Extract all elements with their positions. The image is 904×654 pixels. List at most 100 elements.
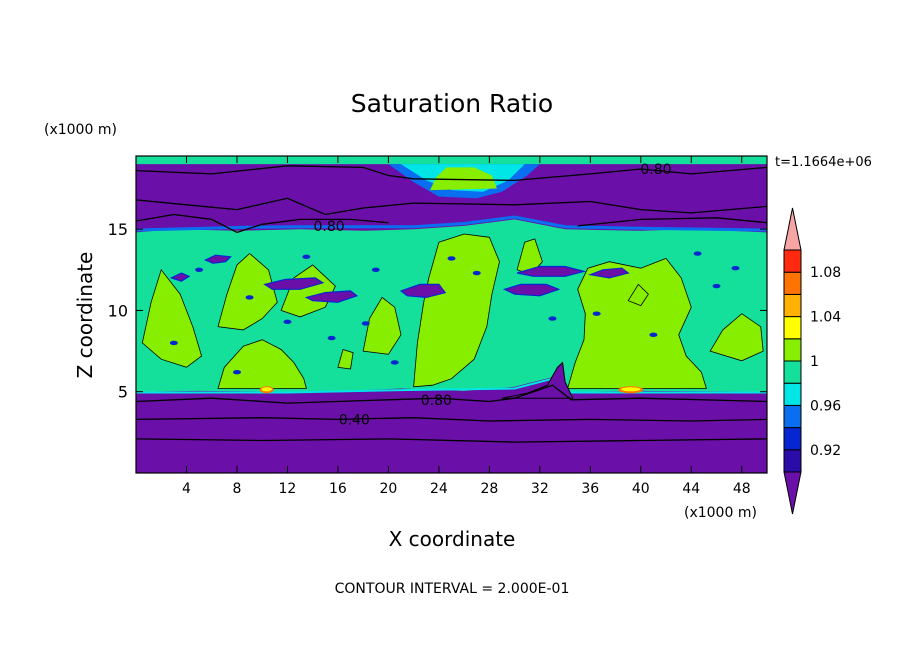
- saturated-region: [141, 268, 203, 368]
- colorbar-box: [783, 316, 802, 340]
- dry-intrusion: [516, 265, 587, 277]
- speck: [731, 265, 740, 271]
- saturated-region: [217, 252, 278, 331]
- dry-intrusion: [502, 283, 561, 297]
- chart-title: Saturation Ratio: [351, 89, 553, 118]
- y-unit-label: (x1000 m): [44, 122, 117, 138]
- dry-intrusion: [263, 277, 325, 290]
- colorbar-end-high: [783, 207, 802, 251]
- top-strip: [136, 156, 767, 165]
- colorbar-box: [783, 427, 802, 451]
- speck: [195, 267, 204, 272]
- contour-line: [577, 217, 767, 227]
- colorbar-box: [783, 382, 802, 406]
- saturated-region: [627, 283, 649, 307]
- upper-cloud-core: [430, 167, 497, 191]
- x-axis-label: X coordinate: [389, 527, 516, 551]
- x-tick-label: 40: [632, 481, 650, 497]
- speck: [327, 335, 336, 341]
- speck: [548, 316, 557, 321]
- contour-line: [136, 417, 767, 422]
- colorbar-box: [783, 404, 802, 429]
- plot-frame: [135, 155, 768, 474]
- saturated-region: [567, 257, 707, 389]
- speck: [447, 256, 456, 261]
- speck: [302, 254, 311, 259]
- x-unit-label: (x1000 m): [684, 505, 757, 521]
- colorbar-box: [783, 293, 802, 318]
- saturated-region: [362, 296, 402, 355]
- x-tick-label: 36: [581, 481, 599, 497]
- dry-intrusion: [203, 254, 232, 264]
- speck: [361, 321, 370, 326]
- y-axis: 5 10 15: [108, 220, 767, 402]
- y-axis-label: Z coordinate: [73, 252, 97, 379]
- colorbar-box: [783, 249, 802, 273]
- x-tick-label: 20: [379, 481, 397, 497]
- x-axis: 4 8 12 16 20 24 28 32 36 40 44 48: [182, 156, 751, 497]
- supersaturation-spot: [620, 387, 641, 392]
- supersaturation-spot: [261, 387, 272, 392]
- contour-label: 0.40: [339, 412, 370, 428]
- colorbar-box: [783, 338, 802, 362]
- dry-tongue: [501, 361, 574, 399]
- x-tick-label: 24: [430, 481, 448, 497]
- speck: [693, 251, 702, 256]
- contour-interval-footer: CONTOUR INTERVAL = 2.000E-01: [335, 581, 570, 597]
- y-tick-label: 5: [118, 383, 128, 402]
- contour-label: 0.80: [421, 393, 452, 409]
- speck: [472, 270, 481, 276]
- contour-line: [136, 213, 389, 234]
- speck: [649, 332, 658, 338]
- colorbar-box: [783, 271, 802, 295]
- contour-line: [136, 165, 767, 182]
- saturated-region: [280, 264, 336, 318]
- colorbar-box: [783, 449, 802, 473]
- x-tick-label: 4: [182, 481, 191, 497]
- x-tick-label: 16: [329, 481, 347, 497]
- contour-lines: [136, 165, 767, 443]
- speck: [371, 267, 380, 272]
- dry-intrusion: [399, 283, 447, 299]
- x-tick-label: 32: [531, 481, 549, 497]
- contour-line: [136, 197, 767, 216]
- upper-rim: [136, 215, 767, 232]
- time-label: t=1.1664e+06: [775, 155, 872, 170]
- x-tick-label: 44: [682, 481, 700, 497]
- speck: [390, 360, 399, 365]
- dry-intrusion: [304, 290, 359, 303]
- lower-rim: [136, 377, 767, 394]
- colorbar: 1.08 1.04 1 0.96 0.92: [783, 207, 841, 515]
- contour-field: [136, 156, 767, 473]
- speck: [169, 340, 178, 346]
- saturated-region: [709, 313, 764, 362]
- saturated-region: [217, 339, 307, 389]
- dry-intrusion: [169, 272, 191, 282]
- y-tick-label: 10: [108, 301, 128, 320]
- saturated-region: [337, 348, 354, 370]
- colorbar-label: 1.04: [810, 310, 841, 326]
- speck: [232, 370, 241, 375]
- colorbar-end-low: [783, 471, 802, 515]
- contour-label: 0.80: [640, 162, 671, 178]
- contour-line: [136, 384, 767, 404]
- speck: [283, 319, 292, 325]
- colorbar-label: 1.08: [810, 265, 841, 281]
- speck: [712, 283, 721, 289]
- y-tick-label: 15: [108, 220, 128, 239]
- colorbar-label: 1: [810, 354, 819, 370]
- contour-label: 0.80: [314, 219, 345, 235]
- colorbar-label: 0.92: [810, 443, 841, 459]
- speck: [592, 311, 601, 316]
- dry-intrusion: [588, 267, 630, 279]
- colorbar-label: 0.96: [810, 398, 841, 414]
- contour-labels: 0.80 0.80 0.80 0.40: [314, 162, 672, 428]
- x-tick-label: 28: [480, 481, 498, 497]
- x-tick-label: 8: [232, 481, 241, 497]
- x-tick-label: 12: [279, 481, 297, 497]
- x-tick-label: 48: [733, 481, 751, 497]
- contour-line: [136, 438, 767, 443]
- colorbar-box: [783, 360, 802, 384]
- speck: [245, 295, 254, 300]
